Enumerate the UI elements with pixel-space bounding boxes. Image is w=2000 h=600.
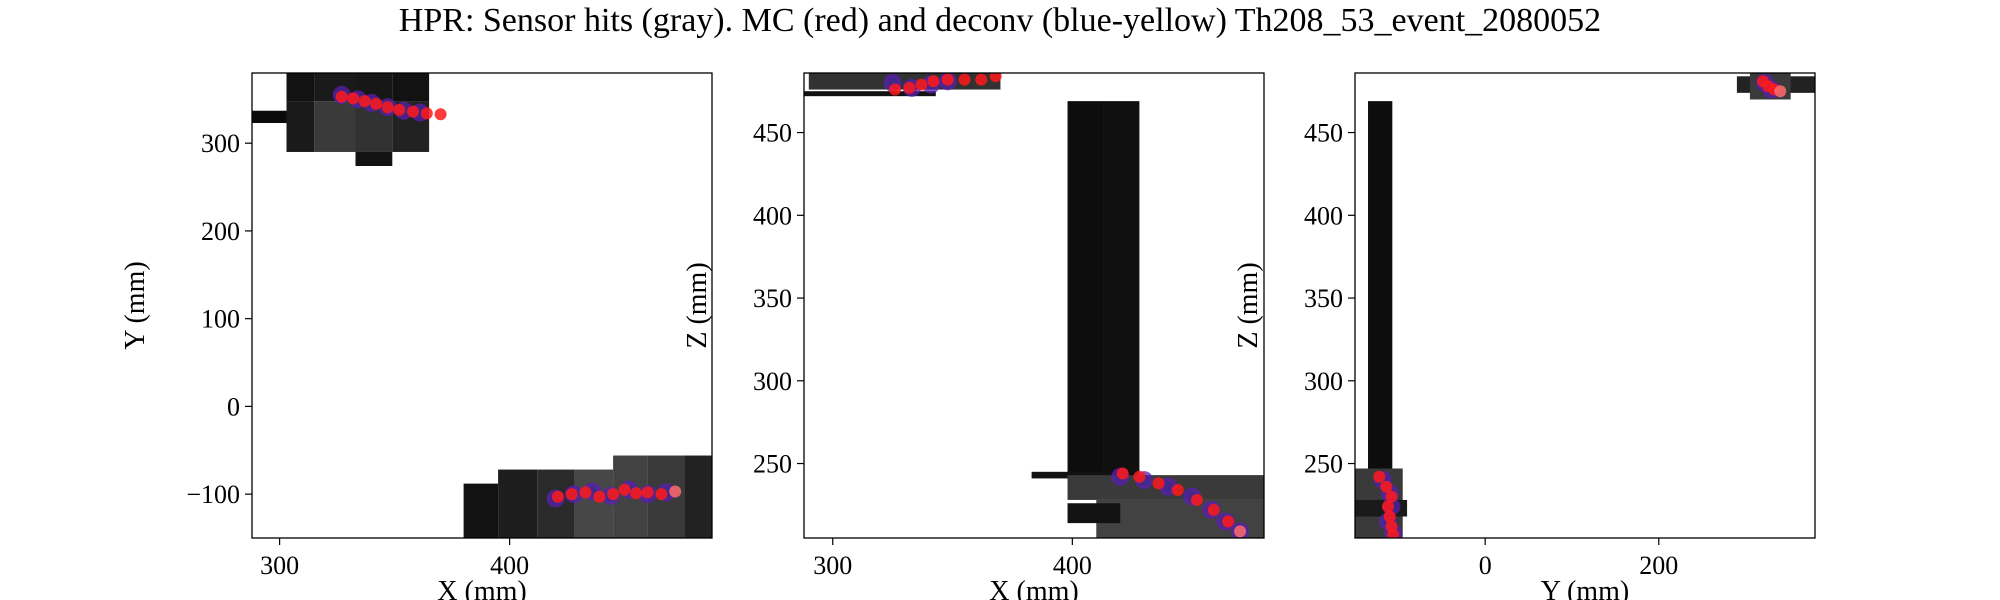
deconv-point-core (1163, 481, 1174, 492)
mc-point (565, 488, 578, 501)
x-axis-label: X (mm) (989, 576, 1078, 600)
mc-point (618, 483, 631, 496)
mc-point (1774, 85, 1787, 98)
xz-projection-panel: 300 400 250 300 350 400 450 X (mm) Z (mm) (682, 72, 1265, 600)
axes-frame (803, 72, 1265, 539)
x-tick-label: 300 (260, 551, 299, 580)
mc-point (407, 105, 419, 118)
mc-point (1207, 503, 1220, 516)
mc-point (915, 78, 928, 91)
mc-point (607, 488, 620, 501)
axes-frame (251, 72, 713, 539)
sensor-hit-cell (314, 101, 356, 152)
x-axis-label: X (mm) (437, 576, 526, 600)
mc-point (393, 103, 406, 116)
mc-point (1380, 480, 1393, 493)
sensor-hit-cell (463, 483, 499, 538)
sensor-hit-cell (804, 91, 936, 97)
y-tick-label: 350 (753, 284, 792, 313)
sensor-hit-cell (684, 455, 712, 538)
mc-point (1234, 525, 1247, 538)
mc-point (927, 75, 940, 88)
x-tick-label: 300 (813, 551, 852, 580)
mc-point (1387, 528, 1400, 538)
mc-point (958, 73, 971, 86)
mc-point (1222, 515, 1235, 528)
sensor-hit-cell (392, 73, 430, 102)
y-tick-label: 0 (227, 392, 240, 421)
mc-point (1385, 490, 1398, 503)
mc-point (903, 81, 916, 94)
mc-point (434, 108, 447, 121)
sensor-hit-cell (498, 469, 538, 538)
sensor-hit-cell (252, 110, 287, 124)
mc-point (1373, 470, 1386, 483)
mc-point (381, 101, 394, 114)
sensor-hit-cell (1067, 101, 1104, 481)
sensor-hit-cell (286, 101, 315, 152)
plot-area (804, 73, 1264, 538)
mc-point (347, 92, 360, 105)
y-tick-label: 300 (753, 367, 792, 396)
mc-point (370, 97, 383, 110)
y-tick-label: 300 (201, 129, 240, 158)
y-tick-label: 250 (753, 450, 792, 479)
mc-point (358, 95, 371, 108)
y-tick-label: 400 (753, 201, 792, 230)
sensor-hit-cell (1103, 101, 1140, 481)
mc-point (593, 490, 606, 503)
mc-point (1383, 510, 1396, 523)
y-tick-label: 400 (1304, 201, 1343, 230)
mc-point (1133, 470, 1146, 483)
mc-point (1116, 467, 1129, 480)
y-tick-label: 450 (753, 119, 792, 148)
y-axis-label: Z (mm) (1233, 262, 1264, 348)
mc-point (641, 486, 654, 499)
sensor-hit-cell (286, 73, 315, 102)
x-axis-label: Y (mm) (1541, 576, 1629, 600)
sensor-hit-cell (1067, 503, 1121, 524)
figure-title: HPR: Sensor hits (gray). MC (red) and de… (398, 2, 1602, 39)
y-tick-label: −100 (186, 480, 240, 509)
mc-point (655, 488, 668, 501)
y-axis-label: Y (mm) (120, 261, 151, 349)
y-tick-label: 450 (1304, 119, 1343, 148)
mc-point (669, 485, 682, 498)
mc-point (889, 83, 902, 96)
x-tick-label: 0 (1479, 551, 1492, 580)
mc-point (551, 490, 564, 503)
y-axis-label: Z (mm) (682, 262, 713, 348)
x-tick-label: 400 (490, 551, 529, 580)
x-tick-label: 400 (1053, 551, 1092, 580)
y-tick-label: 350 (1304, 284, 1343, 313)
mc-point (941, 73, 954, 86)
mc-point (420, 107, 433, 120)
y-tick-label: 200 (201, 217, 240, 246)
y-tick-label: 300 (1304, 367, 1343, 396)
mc-point (335, 90, 348, 103)
mc-point (1381, 500, 1394, 513)
mc-point (989, 73, 1002, 83)
plot-area (252, 73, 712, 538)
mc-point (630, 487, 643, 500)
mc-point (579, 486, 592, 499)
y-tick-label: 250 (1304, 450, 1343, 479)
axes-frame (1354, 72, 1816, 539)
mc-point (1152, 477, 1165, 490)
yz-projection-panel: 0 200 250 300 350 400 450 Y (mm) Z (mm) (1233, 72, 1816, 600)
x-tick-label: 200 (1639, 551, 1678, 580)
mc-point (975, 73, 988, 86)
mc-point (1171, 484, 1184, 497)
sensor-hit-cell (355, 151, 393, 166)
mc-point (1190, 493, 1203, 506)
xy-projection-panel: 300 400 −100 0 100 200 300 X (mm) Y (mm) (120, 72, 713, 600)
y-tick-label: 100 (201, 305, 240, 334)
plot-area (1355, 73, 1815, 538)
sensor-hit-cell (1368, 101, 1393, 481)
